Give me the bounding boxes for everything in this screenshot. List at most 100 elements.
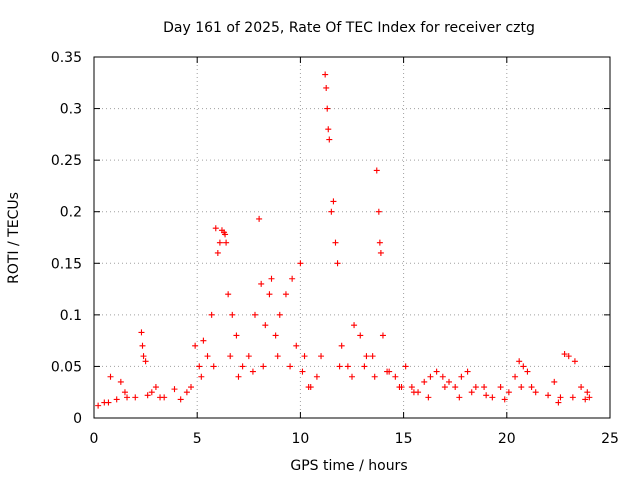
data-point [472,384,479,391]
data-point [586,394,593,401]
data-point [518,384,525,391]
data-point [582,396,589,403]
data-point [117,378,124,385]
data-point [287,363,294,370]
data-point [532,389,539,396]
data-point [313,373,320,380]
data-point [301,353,308,360]
data-point [268,275,275,282]
data-point [334,260,341,267]
data-point [384,368,391,375]
data-point [223,239,230,246]
data-point [198,373,205,380]
data-point [501,396,508,403]
data-point [402,363,409,370]
data-point [139,342,146,349]
data-point [551,378,558,385]
y-tick-label: 0.1 [60,308,82,324]
data-point [204,353,211,360]
data-point [177,396,184,403]
data-point [140,353,147,360]
data-point [229,311,236,318]
data-point [216,239,223,246]
data-point [208,311,215,318]
data-point [124,394,131,401]
data-point [351,322,358,329]
data-point [338,342,345,349]
data-point [571,358,578,365]
data-point [446,378,453,385]
data-point [239,363,246,370]
data-point [266,291,273,298]
data-point [326,136,333,143]
data-point [152,384,159,391]
x-tick-label: 20 [498,431,516,447]
data-point [276,311,283,318]
data-point [293,342,300,349]
data-point [323,84,330,91]
data-point [105,399,112,406]
data-point [584,389,591,396]
data-point [299,368,306,375]
data-point [330,198,337,205]
data-point [565,353,572,360]
data-point [377,249,384,256]
data-points [95,71,593,409]
y-tick-label: 0 [73,411,82,427]
data-point [113,396,120,403]
data-point [489,394,496,401]
data-point [251,311,258,318]
data-point [227,353,234,360]
x-tick-label: 5 [193,431,202,447]
data-point [396,384,403,391]
x-tick-label: 0 [90,431,99,447]
x-tick-label: 25 [601,431,619,447]
data-point [481,384,488,391]
x-tick-label: 10 [291,431,309,447]
data-point [410,389,417,396]
data-point [192,342,199,349]
data-point [561,351,568,358]
data-point [361,363,368,370]
y-tick-label: 0.2 [60,205,82,221]
data-point [297,260,304,267]
data-point [545,392,552,399]
data-point [357,332,364,339]
data-point [371,373,378,380]
data-point [421,378,428,385]
data-point [408,384,415,391]
data-point [212,225,219,232]
data-point [528,384,535,391]
data-point [210,363,217,370]
data-point [107,373,114,380]
data-point [260,363,267,370]
data-point [425,394,432,401]
data-point [258,280,265,287]
data-point [148,389,155,396]
data-point [520,363,527,370]
x-tick-label: 15 [395,431,413,447]
data-point [138,329,145,336]
data-point [318,353,325,360]
data-point [468,389,475,396]
data-point [222,231,229,238]
data-point [245,353,252,360]
data-point [349,373,355,380]
data-point [505,389,512,396]
data-point [376,239,383,246]
data-point [256,215,263,222]
data-point [344,363,351,370]
data-point [452,384,459,391]
plot-frame [93,56,611,419]
data-point [272,332,279,339]
data-point [483,392,490,399]
data-point [363,353,370,360]
data-point [516,358,523,365]
y-tick-label: 0.25 [51,153,82,169]
data-point [512,373,519,380]
y-axis-label: ROTI / TECUs [6,192,22,284]
data-point [578,384,585,391]
data-point [336,363,343,370]
data-point [282,291,289,298]
